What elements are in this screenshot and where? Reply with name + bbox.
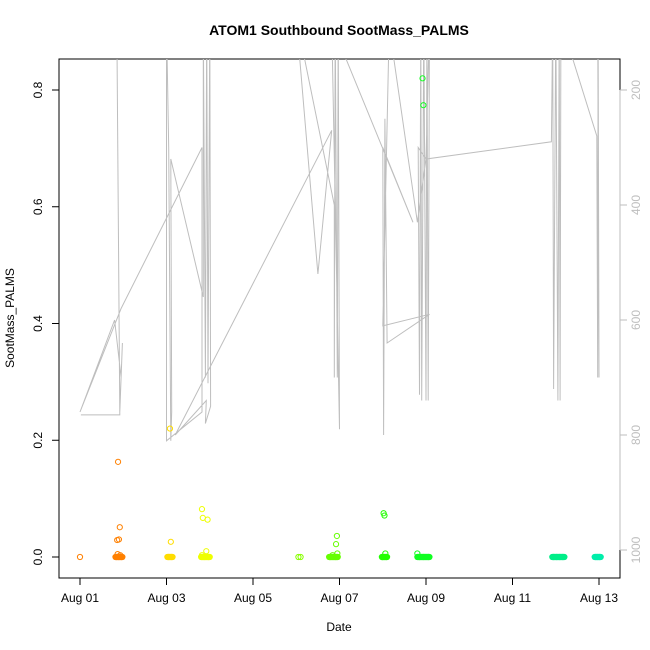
- data-point: [203, 548, 210, 555]
- x-tick-label: Aug 11: [494, 591, 531, 605]
- data-point: [419, 75, 426, 82]
- data-point: [596, 553, 603, 561]
- data-point: [553, 553, 560, 561]
- y-tick-label: 0.4: [31, 315, 45, 332]
- y2-tick-label: 800: [629, 425, 643, 445]
- y2-tick-label: 400: [629, 195, 643, 215]
- y2-axis: 200 400 600 800 1000: [619, 80, 643, 563]
- data-point: [295, 553, 302, 561]
- x-tick-label: Aug 09: [407, 591, 445, 605]
- data-point: [297, 553, 304, 561]
- x-tick-label: Aug 01: [61, 591, 99, 605]
- x-axis: Aug 01 Aug 03 Aug 05 Aug 07 Aug 09 Aug 11 Aug …: [61, 577, 618, 605]
- data-points: [76, 75, 604, 561]
- y-tick-label: 0.6: [31, 198, 45, 215]
- data-point: [117, 552, 124, 559]
- data-point: [334, 553, 341, 561]
- data-point: [166, 425, 174, 432]
- data-point: [382, 550, 389, 557]
- data-point: [116, 524, 123, 531]
- data-point: [204, 516, 211, 523]
- data-point: [556, 553, 563, 561]
- y2-tick-label: 1000: [629, 536, 643, 563]
- data-point: [550, 553, 557, 561]
- altitude-series: [79, 59, 600, 442]
- x-tick-label: Aug 13: [580, 591, 618, 605]
- data-point: [416, 553, 423, 561]
- y-tick-label: 0.8: [31, 81, 45, 98]
- data-point: [383, 553, 390, 561]
- data-point: [332, 541, 340, 548]
- data-point: [425, 553, 432, 561]
- y2-tick-label: 200: [629, 80, 643, 100]
- x-tick-label: Aug 07: [320, 591, 358, 605]
- y-tick-label: 0.2: [31, 432, 45, 449]
- y-axis: 0.0 0.2 0.4 0.6 0.8: [31, 81, 60, 565]
- data-point: [76, 553, 84, 561]
- y2-tick-label: 600: [629, 310, 643, 330]
- data-point: [115, 553, 123, 561]
- data-point: [592, 553, 600, 561]
- data-point: [594, 553, 601, 561]
- y-axis-label: SootMass_PALMS: [3, 268, 17, 368]
- plot-region: [58, 58, 621, 579]
- data-point: [334, 550, 341, 557]
- data-point: [168, 553, 175, 561]
- chart-title: ATOM1 Southbound SootMass_PALMS: [209, 22, 469, 38]
- data-point: [205, 553, 212, 561]
- x-tick-label: Aug 03: [147, 591, 185, 605]
- data-point: [333, 532, 341, 540]
- data-point: [420, 102, 427, 109]
- data-point: [167, 538, 174, 545]
- y-tick-label: 0.0: [31, 548, 45, 565]
- data-point: [420, 553, 427, 561]
- x-axis-label: Date: [326, 620, 352, 634]
- data-point: [115, 536, 123, 543]
- data-point: [201, 553, 208, 561]
- altitude-line: [79, 59, 600, 442]
- data-point: [559, 553, 566, 561]
- data-point: [118, 553, 125, 561]
- data-point: [114, 458, 122, 465]
- data-point: [165, 553, 172, 561]
- data-point: [381, 512, 388, 519]
- x-tick-label: Aug 05: [234, 591, 272, 605]
- data-point: [198, 506, 206, 513]
